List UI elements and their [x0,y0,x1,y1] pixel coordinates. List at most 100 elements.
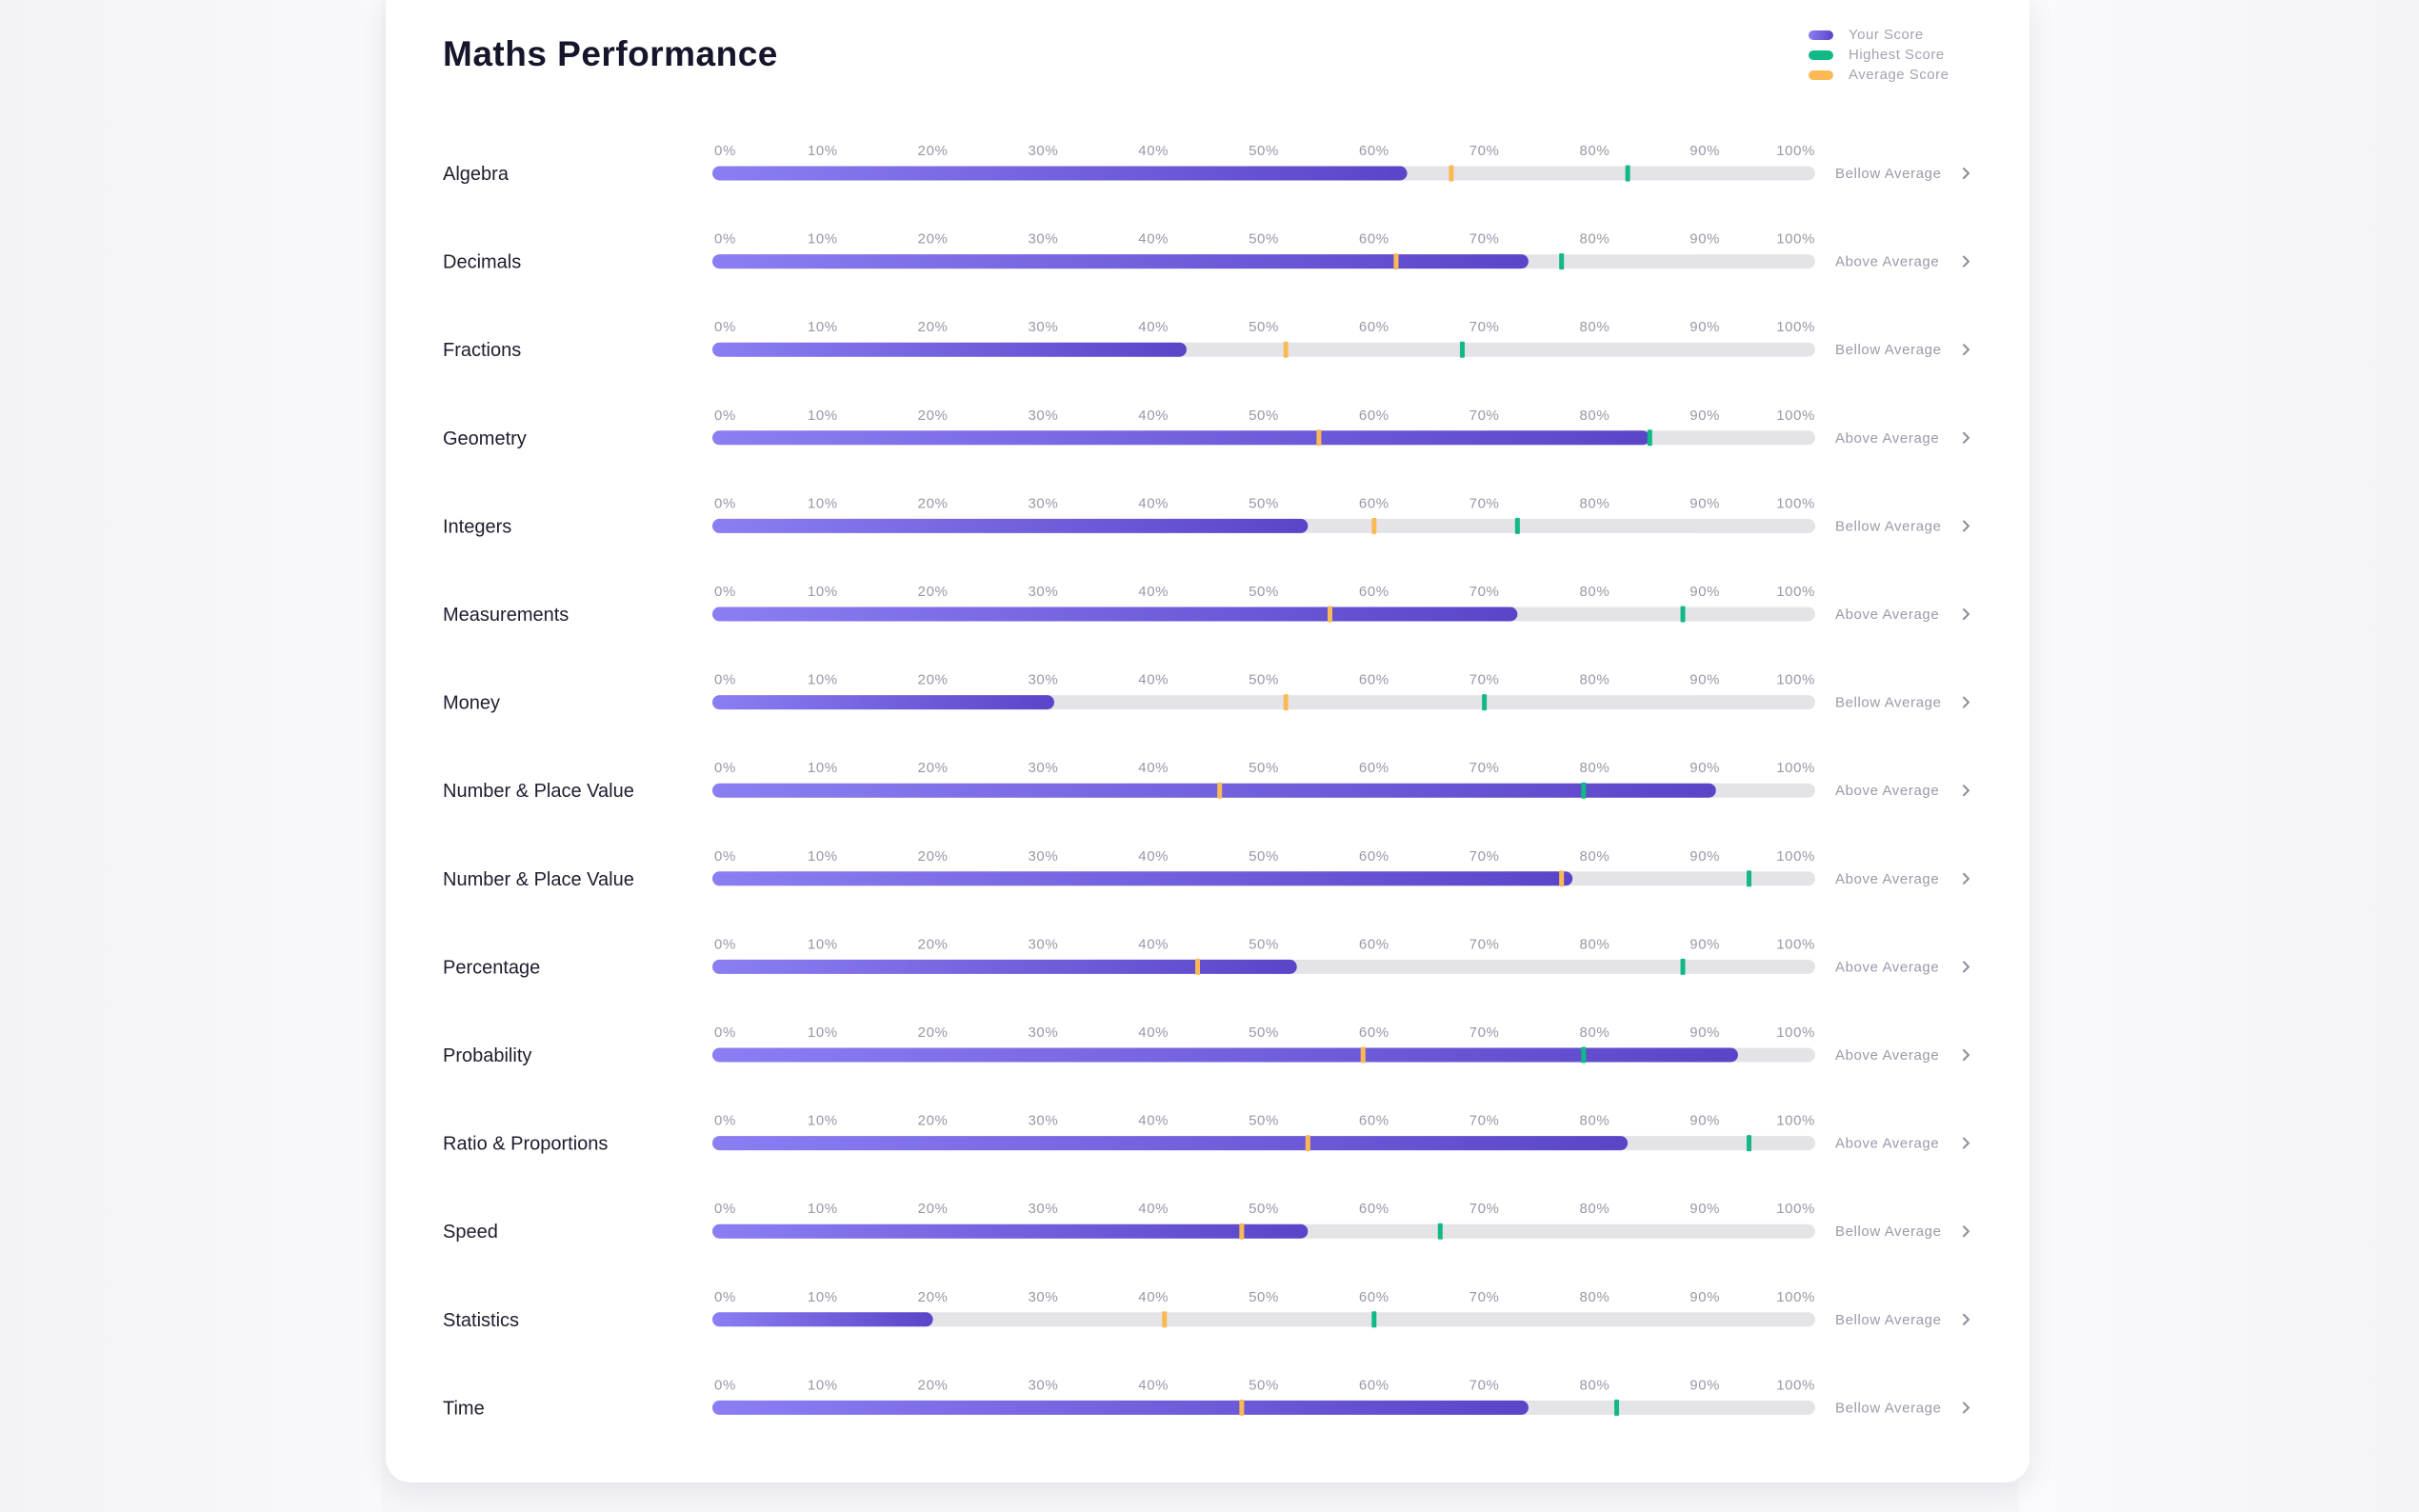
legend-swatch-highest-score [1809,50,1833,60]
tick-label: 50% [1249,1289,1279,1305]
status-link[interactable]: Above Average [1835,783,1939,799]
chevron-right-icon[interactable] [1963,1313,1969,1325]
tick-label: 90% [1689,1377,1720,1393]
tick-label: 20% [918,231,949,248]
category-label: Decimals [443,252,521,273]
chart-row: Statistics 0% 10% 20% 30% 40% 50% 60% 70% 80% 90% 1… [443,1289,1969,1331]
tick-label: 50% [1249,1113,1279,1129]
highest-score-marker [1680,606,1686,623]
status-link[interactable]: Above Average [1835,871,1939,887]
chart-row: Fractions 0% 10% 20% 30% 40% 50% 60% 70% 80% 90% 10… [443,319,1969,361]
tick-label: 30% [1028,1113,1058,1129]
tick-label: 20% [918,584,949,600]
tick-label: 100% [1776,143,1815,159]
your-score-bar [712,871,1573,886]
chart-row: Time 0% 10% 20% 30% 40% 50% 60% 70% 80% 90% 100% Bel… [443,1377,1969,1419]
tick-label: 30% [1028,1201,1058,1217]
tick-label: 70% [1469,1377,1500,1393]
average-score-marker [1283,341,1289,358]
status-link[interactable]: Above Average [1835,1136,1939,1152]
tick-label: 30% [1028,672,1058,688]
tick-label: 90% [1689,408,1720,424]
tick-label: 20% [918,672,949,688]
tick-label: 90% [1689,1289,1720,1305]
chevron-right-icon[interactable] [1963,520,1969,532]
tick-label: 60% [1359,319,1389,335]
highest-score-marker [1625,165,1630,182]
tick-label: 70% [1469,1113,1500,1129]
your-score-bar [712,1136,1629,1151]
status-link[interactable]: Bellow Average [1835,1312,1942,1328]
highest-score-marker [1371,1311,1377,1328]
chevron-right-icon[interactable] [1963,961,1969,973]
status-link[interactable]: Bellow Average [1835,1224,1942,1240]
status-link[interactable]: Above Average [1835,607,1939,623]
tick-label: 20% [918,1025,949,1041]
tick-label: 10% [808,1113,838,1129]
your-score-bar [712,342,1187,357]
chevron-right-icon[interactable] [1963,255,1969,268]
tick-label: 80% [1579,1377,1609,1393]
tick-label: 30% [1028,495,1058,511]
status-link[interactable]: Bellow Average [1835,1400,1942,1416]
status-link[interactable]: Bellow Average [1835,166,1942,182]
chevron-right-icon[interactable] [1963,344,1969,356]
tick-label: 60% [1359,672,1389,688]
category-label: Fractions [443,340,521,361]
tick-label: 80% [1579,848,1609,865]
tick-label: 80% [1579,495,1609,511]
tick-label: 0% [714,760,736,776]
status-link[interactable]: Bellow Average [1835,695,1942,711]
status-link[interactable]: Above Average [1835,430,1939,447]
tick-label: 40% [1138,231,1169,248]
tick-label: 0% [714,319,736,335]
tick-label: 0% [714,672,736,688]
tick-label: 60% [1359,143,1389,159]
average-score-marker [1559,870,1565,887]
status-link[interactable]: Above Average [1835,959,1939,975]
status-link[interactable]: Bellow Average [1835,342,1942,358]
average-score-marker [1449,165,1454,182]
performance-chart: Algebra 0% 10% 20% 30% 40% 50% 60% 70% 80% 90% 100%… [443,143,1969,1419]
chevron-right-icon[interactable] [1963,1225,1969,1238]
legend-label-average-score: Average Score [1849,67,1949,83]
tick-label: 80% [1579,1201,1609,1217]
category-label: Probability [443,1045,531,1066]
category-label: Number & Place Value [443,781,634,802]
highest-score-marker [1437,1223,1443,1240]
tick-label: 40% [1138,1201,1169,1217]
chevron-right-icon[interactable] [1963,872,1969,885]
status-link[interactable]: Above Average [1835,254,1939,270]
chevron-right-icon[interactable] [1963,1402,1969,1414]
tick-label: 0% [714,1201,736,1217]
tick-label: 10% [808,319,838,335]
status-link[interactable]: Above Average [1835,1047,1939,1064]
chart-row: Probability 0% 10% 20% 30% 40% 50% 60% 70% 80% 90%… [443,1025,1969,1066]
chevron-right-icon[interactable] [1963,696,1969,708]
average-score-marker [1239,1399,1245,1416]
tick-label: 10% [808,848,838,865]
chevron-right-icon[interactable] [1963,1049,1969,1061]
chevron-right-icon[interactable] [1963,1137,1969,1149]
tick-label: 70% [1469,143,1500,159]
tick-label: 60% [1359,408,1389,424]
tick-label: 10% [808,760,838,776]
tick-label: 30% [1028,1377,1058,1393]
category-label: Ratio & Proportions [443,1134,608,1155]
average-score-marker [1162,1311,1168,1328]
category-label: Algebra [443,164,510,185]
chevron-right-icon[interactable] [1963,608,1969,620]
tick-label: 90% [1689,231,1720,248]
tick-label: 100% [1776,848,1815,865]
tick-label: 70% [1469,1289,1500,1305]
tick-label: 40% [1138,936,1169,952]
chart-row: Ratio & Proportions 0% 10% 20% 30% 40% 50% 60% 7… [443,1113,1969,1155]
chevron-right-icon[interactable] [1963,431,1969,444]
chevron-right-icon[interactable] [1963,785,1969,797]
tick-label: 10% [808,231,838,248]
tick-label: 70% [1469,231,1500,248]
chevron-right-icon[interactable] [1963,168,1969,179]
status-link[interactable]: Bellow Average [1835,518,1942,534]
tick-label: 20% [918,1377,949,1393]
tick-label: 100% [1776,495,1815,511]
